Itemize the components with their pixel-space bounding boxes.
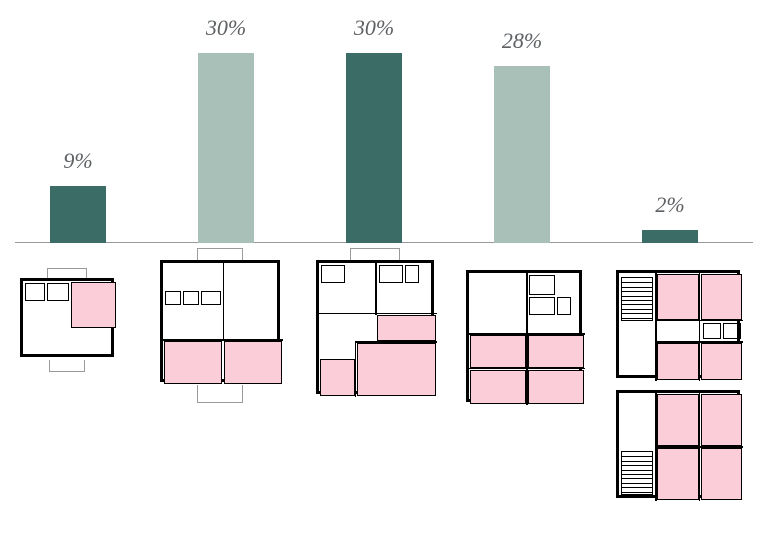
wall	[655, 446, 743, 448]
floor-plan-p5-0	[616, 270, 740, 378]
room	[701, 343, 742, 380]
floor-plan-p4-0	[466, 270, 582, 402]
room	[224, 341, 282, 384]
porch-bottom	[197, 385, 243, 403]
floor-plans	[0, 0, 768, 537]
wall	[355, 343, 356, 397]
wall	[355, 341, 437, 343]
fixture	[405, 265, 419, 283]
fixture	[183, 291, 199, 305]
wall	[655, 320, 743, 321]
floor-plan-p5-1	[616, 390, 740, 498]
floor-plan-p1-0	[20, 278, 114, 357]
wall	[655, 273, 657, 381]
porch-top	[197, 248, 243, 260]
wall	[319, 313, 437, 314]
floor-plan-p2-0	[160, 260, 280, 382]
room	[701, 448, 742, 500]
fixture	[47, 283, 69, 301]
fixture	[529, 297, 555, 315]
fixture	[379, 265, 403, 283]
porch-top	[47, 268, 87, 278]
room	[164, 341, 222, 384]
wall	[163, 339, 283, 341]
room	[701, 394, 742, 446]
room	[71, 282, 116, 328]
stairs	[621, 451, 653, 495]
fixture	[201, 291, 221, 305]
wall	[469, 333, 585, 335]
fixture	[165, 291, 181, 305]
wall	[375, 263, 377, 315]
fixture	[529, 275, 555, 295]
room	[657, 394, 699, 446]
room	[528, 370, 584, 404]
room	[701, 274, 742, 320]
wall	[223, 263, 224, 341]
stairs	[621, 277, 653, 321]
wall	[526, 273, 528, 405]
porch-top	[350, 248, 400, 260]
room	[470, 335, 526, 368]
wall	[469, 368, 585, 369]
fixture	[723, 323, 741, 339]
room	[377, 315, 436, 341]
fixture	[25, 283, 45, 301]
fixture	[321, 265, 345, 283]
fixture	[557, 297, 571, 315]
room	[657, 274, 699, 320]
wall	[699, 273, 700, 381]
room	[528, 335, 584, 368]
room	[320, 359, 355, 396]
floor-plan-p3-0	[316, 260, 434, 394]
fixture	[703, 323, 721, 339]
room	[470, 370, 526, 404]
room	[357, 343, 436, 396]
room	[657, 343, 699, 380]
porch-bottom	[49, 360, 85, 372]
room	[657, 448, 699, 500]
wall	[655, 341, 743, 343]
